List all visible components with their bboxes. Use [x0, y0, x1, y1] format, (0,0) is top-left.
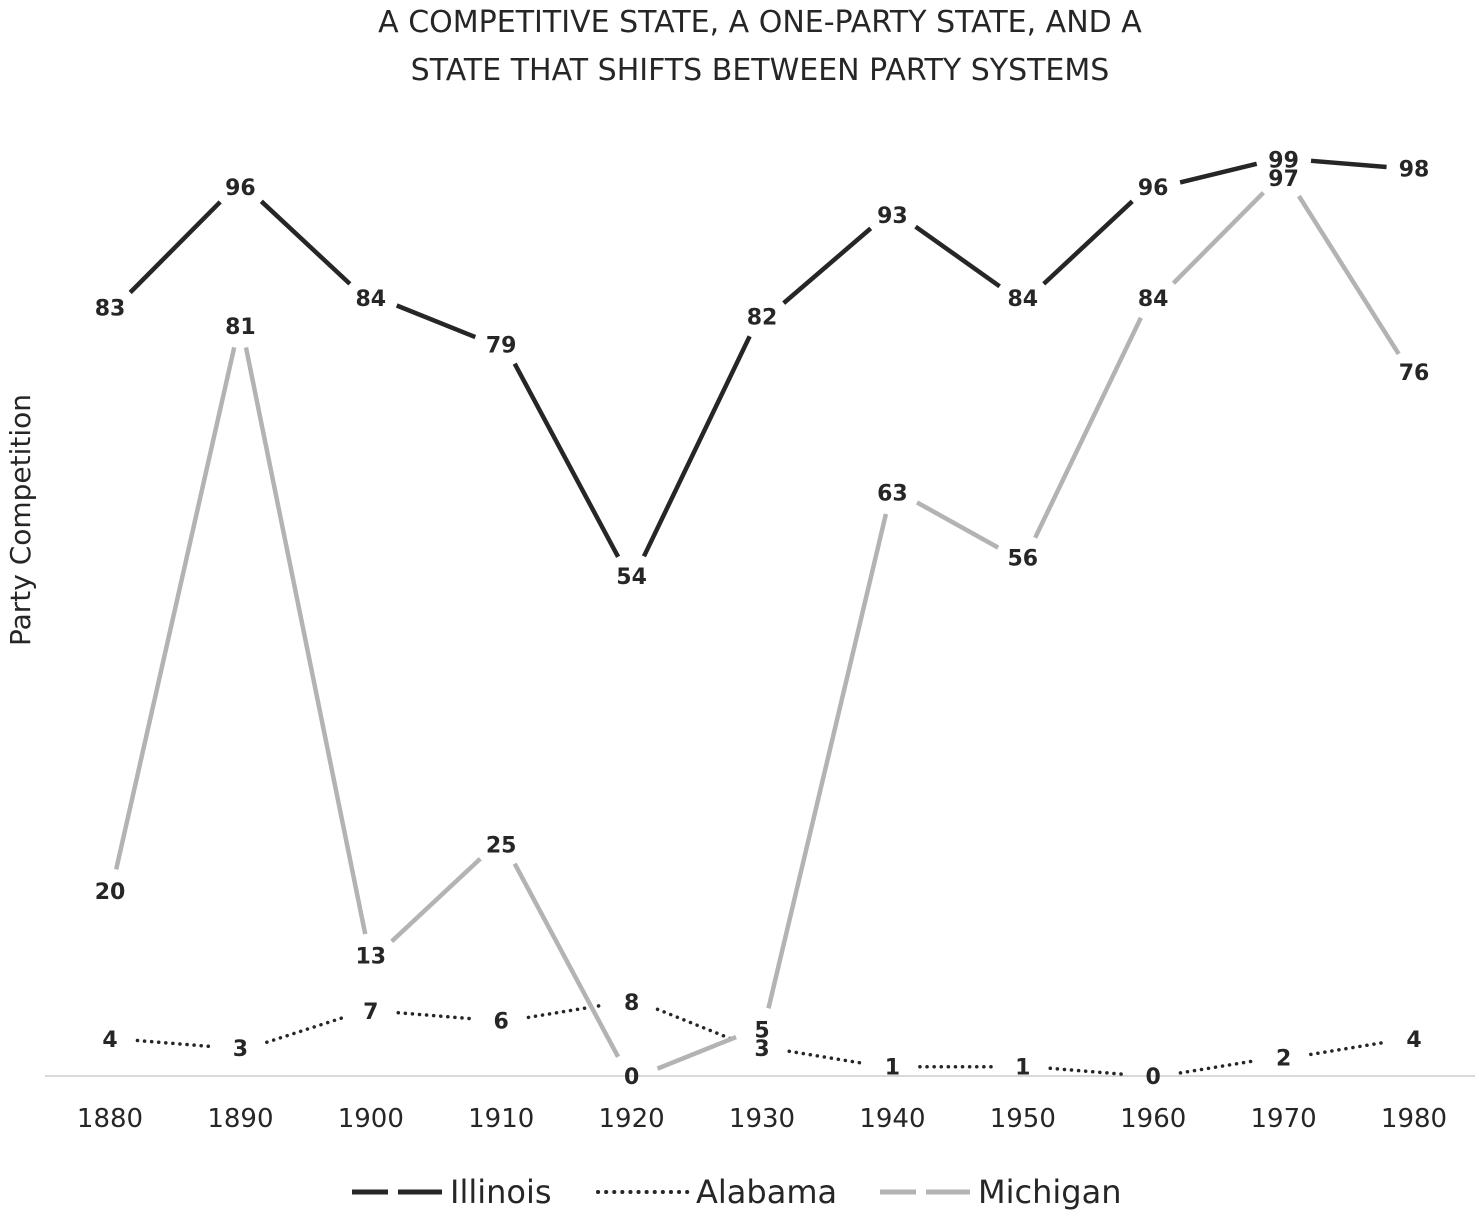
data-label-michigan: 20 [95, 880, 126, 905]
data-label-illinois: 82 [747, 306, 778, 331]
series-segment-alabama [396, 1010, 476, 1021]
data-label-illinois: 84 [355, 287, 386, 312]
data-label-alabama: 3 [754, 1037, 769, 1062]
series-segment-alabama [135, 1038, 215, 1049]
data-label-alabama: 6 [494, 1009, 509, 1034]
x-tick-label: 1960 [1120, 1104, 1186, 1134]
series-segment-illinois [641, 335, 752, 558]
series-segment-michigan [1171, 191, 1265, 285]
y-axis-title: Party Competition [4, 394, 37, 646]
series-segment-illinois [1179, 161, 1258, 185]
data-label-michigan: 84 [1138, 287, 1169, 312]
legend-label-michigan: Michigan [978, 1173, 1121, 1211]
series-segment-alabama [1309, 1040, 1389, 1057]
data-label-illinois: 96 [225, 176, 256, 201]
x-tick-label: 1950 [990, 1104, 1056, 1134]
data-label-alabama: 3 [233, 1037, 248, 1062]
data-label-alabama: 0 [1146, 1065, 1161, 1090]
data-label-michigan: 76 [1399, 361, 1430, 386]
data-label-illinois: 54 [616, 565, 647, 590]
series-segment-illinois [259, 199, 352, 286]
data-label-michigan: 63 [877, 482, 908, 507]
data-label-illinois: 79 [486, 333, 517, 358]
series-lines [113, 158, 1401, 1077]
data-label-illinois: 96 [1138, 176, 1169, 201]
chart-title-line-2: STATE THAT SHIFTS BETWEEN PARTY SYSTEMS [411, 53, 1110, 88]
data-label-alabama: 4 [1406, 1028, 1421, 1053]
series-segment-alabama [1178, 1058, 1259, 1075]
series-segment-alabama [1048, 1066, 1128, 1077]
x-tick-label: 1970 [1251, 1104, 1317, 1134]
legend: Illinois Alabama Michigan [352, 1173, 1121, 1211]
legend-label-alabama: Alabama [696, 1173, 837, 1211]
data-label-alabama: 1 [885, 1056, 900, 1081]
series-segment-illinois [512, 362, 621, 558]
series-segment-michigan [656, 1034, 737, 1071]
series-segment-illinois [395, 303, 477, 340]
series-segment-michigan [1033, 316, 1143, 539]
series-segment-michigan [766, 513, 889, 1009]
x-tick-label: 1930 [729, 1104, 795, 1134]
data-label-michigan: 97 [1268, 167, 1299, 192]
series-segment-michigan [915, 500, 1000, 550]
x-tick-label: 1900 [338, 1104, 404, 1134]
data-label-illinois: 83 [95, 296, 126, 321]
series-segment-alabama [655, 1007, 738, 1043]
x-tick-label: 1920 [599, 1104, 665, 1134]
series-segment-illinois [1310, 158, 1387, 170]
data-label-michigan: 0 [624, 1065, 639, 1090]
legend-label-illinois: Illinois [450, 1173, 552, 1211]
x-tick-label: 1980 [1381, 1104, 1447, 1134]
data-label-alabama: 2 [1276, 1046, 1291, 1071]
data-label-michigan: 5 [754, 1019, 769, 1044]
data-label-illinois: 93 [877, 204, 908, 229]
series-segment-alabama [787, 1049, 867, 1066]
data-label-michigan: 81 [225, 315, 256, 340]
x-tick-labels: 1880 1890 1900 1910 1920 1930 1940 1950 1960 1970… [77, 1104, 1447, 1134]
series-segment-illinois [782, 226, 873, 305]
series-segment-alabama [265, 1015, 347, 1044]
series-segment-michigan [390, 857, 482, 943]
data-label-michigan: 56 [1007, 546, 1038, 571]
series-segment-michigan [243, 347, 368, 935]
data-label-alabama: 7 [363, 1000, 378, 1025]
series-segment-illinois [1042, 199, 1134, 286]
data-label-alabama: 8 [624, 991, 639, 1016]
series-segment-illinois [128, 200, 222, 295]
series-segment-michigan [512, 862, 621, 1058]
series-segment-michigan [1297, 194, 1401, 356]
x-tick-label: 1890 [207, 1104, 273, 1134]
chart-title-line-1: A COMPETITIVE STATE, A ONE-PARTY STATE, … [378, 5, 1142, 40]
data-label-alabama: 1 [1015, 1056, 1030, 1081]
data-label-illinois: 99 [1268, 148, 1299, 173]
data-label-illinois: 84 [1007, 287, 1038, 312]
x-tick-label: 1940 [859, 1104, 925, 1134]
x-tick-label: 1880 [77, 1104, 143, 1134]
data-label-alabama: 4 [102, 1028, 117, 1053]
x-tick-label: 1910 [468, 1104, 534, 1134]
series-segment-illinois [914, 224, 1001, 289]
data-label-michigan: 25 [486, 834, 517, 859]
data-label-illinois: 98 [1399, 158, 1430, 183]
data-label-michigan: 13 [355, 945, 386, 970]
series-segment-michigan [113, 346, 237, 870]
